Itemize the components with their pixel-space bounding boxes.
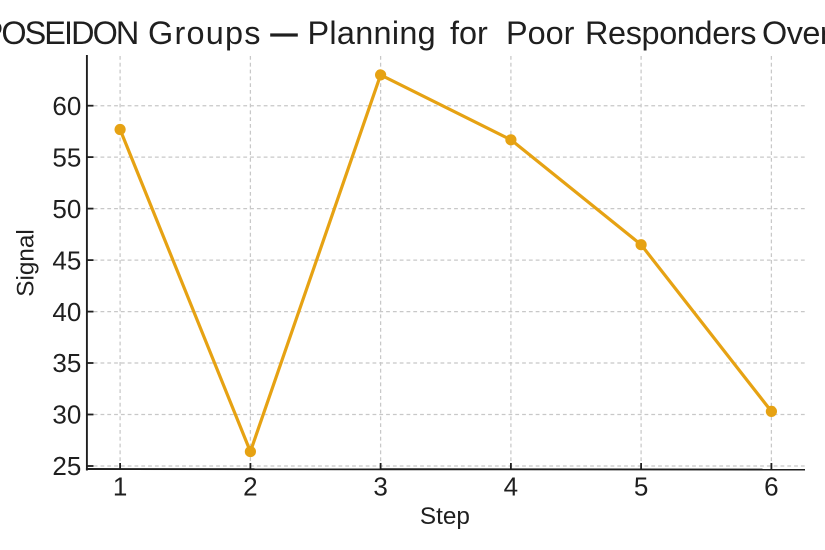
svg-text:3: 3 [373, 471, 387, 501]
svg-text:30: 30 [52, 400, 81, 430]
svg-text:55: 55 [52, 142, 81, 172]
svg-text:60: 60 [52, 91, 81, 121]
svg-text:50: 50 [52, 194, 81, 224]
svg-text:5: 5 [634, 471, 648, 501]
svg-text:35: 35 [52, 348, 81, 378]
svg-text:1: 1 [113, 471, 127, 501]
svg-text:2: 2 [243, 471, 257, 501]
svg-text:4: 4 [504, 471, 518, 501]
svg-text:Signal: Signal [13, 229, 40, 297]
svg-text:6: 6 [764, 471, 778, 501]
svg-text:POSEIDONGroupsPlanningforPoorR: POSEIDONGroupsPlanningforPoorRespondersO… [0, 15, 825, 51]
svg-text:45: 45 [52, 245, 81, 275]
svg-text:25: 25 [52, 451, 81, 481]
svg-text:40: 40 [52, 297, 81, 327]
svg-text:Step: Step [420, 503, 470, 530]
